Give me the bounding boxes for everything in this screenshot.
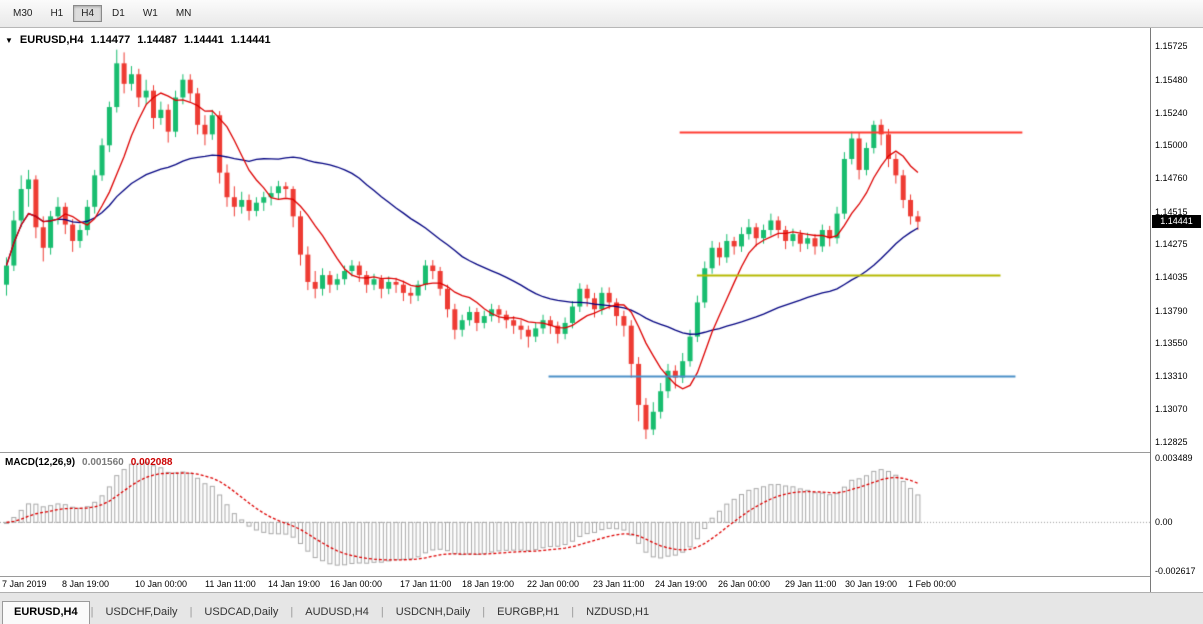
price-tick-label: 1.14515: [1155, 206, 1188, 217]
price-tick-label: 1.15725: [1155, 41, 1188, 52]
time-tick-label: 29 Jan 11:00: [785, 579, 837, 589]
time-tick-label: 17 Jan 11:00: [400, 579, 452, 589]
timeframe-button-d1[interactable]: D1: [104, 5, 133, 22]
time-axis[interactable]: 7 Jan 2019 8 Jan 19:00 10 Jan 00:00 11 Jan …: [0, 577, 1150, 592]
chart-title-close: 1.14441: [230, 34, 271, 46]
timeframe-button-h4[interactable]: H4: [73, 5, 103, 22]
macd-name: MACD(12,26,9): [5, 457, 76, 468]
macd-tick-label: 0.003489: [1155, 452, 1193, 463]
tab-separator: |: [380, 606, 384, 618]
tab-usdcad-daily[interactable]: USDCAD,Daily: [204, 606, 279, 618]
tab-nzdusd-h1[interactable]: NZDUSD,H1: [586, 606, 650, 618]
time-tick-label: 26 Jan 00:00: [718, 579, 771, 589]
time-tick-label: 22 Jan 00:00: [527, 579, 580, 589]
price-tick-label: 1.13310: [1155, 371, 1188, 382]
tab-eurusd-h4[interactable]: EURUSD,H4: [2, 601, 90, 624]
current-price-badge: 1.14441: [1152, 214, 1201, 228]
macd-tick-label: 0.00: [1155, 517, 1173, 528]
symbol-tabbar: EURUSD,H4 | USDCHF,Daily | USDCAD,Daily | AUDU…: [0, 592, 1203, 624]
macd-main-value: 0.001560: [82, 457, 124, 468]
chart-title-open: 1.14477: [90, 34, 131, 46]
time-tick-label: 14 Jan 19:00: [268, 579, 321, 589]
price-tick-label: 1.13790: [1155, 305, 1188, 316]
price-chart-canvas[interactable]: [0, 28, 1150, 592]
macd-timeaxis-separator: [0, 576, 1203, 577]
time-tick-label: 30 Jan 19:00: [845, 579, 898, 589]
tab-usdchf-daily[interactable]: USDCHF,Daily: [105, 606, 178, 618]
price-tick-label: 1.14760: [1155, 173, 1188, 184]
macd-tick-label: -0.002617: [1155, 565, 1196, 576]
price-axis[interactable]: 1.14441 1.15725 1.15480 1.15240 1.15000 1.14…: [1150, 28, 1203, 592]
price-tick-label: 1.15000: [1155, 140, 1188, 151]
price-tick-label: 1.13550: [1155, 338, 1188, 349]
chart-title: ▼ EURUSD,H4 1.14477 1.14487 1.14441 1.14…: [5, 34, 271, 46]
time-tick-label: 8 Jan 19:00: [62, 579, 110, 589]
time-tick-label: 7 Jan 2019: [2, 579, 47, 589]
time-tick-label: 24 Jan 19:00: [655, 579, 708, 589]
price-tick-label: 1.15480: [1155, 74, 1188, 85]
chart-title-low: 1.14441: [184, 34, 224, 46]
tab-separator: |: [571, 606, 575, 618]
tab-usdcnh-daily[interactable]: USDCNH,Daily: [395, 606, 471, 618]
chart-title-symbol: EURUSD,H4: [19, 34, 84, 46]
tab-separator: |: [189, 606, 193, 618]
time-tick-label: 23 Jan 11:00: [593, 579, 645, 589]
timeframe-button-mn[interactable]: MN: [168, 5, 200, 22]
price-tick-label: 1.14035: [1155, 272, 1188, 283]
collapse-triangle-icon[interactable]: ▼: [5, 35, 13, 45]
timeframe-toolbar: M30 H1 H4 D1 W1 MN: [0, 0, 1203, 28]
macd-signal-value: 0.002088: [130, 457, 173, 468]
price-tick-label: 1.14275: [1155, 239, 1188, 250]
chart-title-high: 1.14487: [137, 34, 178, 46]
timeframe-button-h1[interactable]: H1: [42, 5, 71, 22]
tab-eurgbp-h1[interactable]: EURGBP,H1: [497, 606, 560, 618]
time-tick-label: 16 Jan 00:00: [330, 579, 383, 589]
price-tick-label: 1.12825: [1155, 437, 1188, 448]
timeframe-button-w1[interactable]: W1: [135, 5, 166, 22]
main-macd-separator[interactable]: [0, 452, 1203, 453]
time-tick-label: 18 Jan 19:00: [462, 579, 515, 589]
time-tick-label: 11 Jan 11:00: [205, 579, 256, 589]
macd-indicator-label: MACD(12,26,9) 0.001560 0.002088: [5, 457, 172, 468]
tab-separator: |: [90, 606, 94, 618]
chart-region: ▼ EURUSD,H4 1.14477 1.14487 1.14441 1.14…: [0, 28, 1203, 592]
time-tick-label: 10 Jan 00:00: [135, 579, 188, 589]
price-tick-label: 1.13070: [1155, 404, 1188, 414]
time-tick-label: 1 Feb 00:00: [908, 579, 957, 589]
timeframe-button-m30[interactable]: M30: [5, 5, 40, 22]
price-tick-label: 1.15240: [1155, 107, 1188, 118]
tab-audusd-h4[interactable]: AUDUSD,H4: [305, 606, 369, 618]
tab-separator: |: [482, 606, 486, 618]
tab-separator: |: [290, 606, 294, 618]
